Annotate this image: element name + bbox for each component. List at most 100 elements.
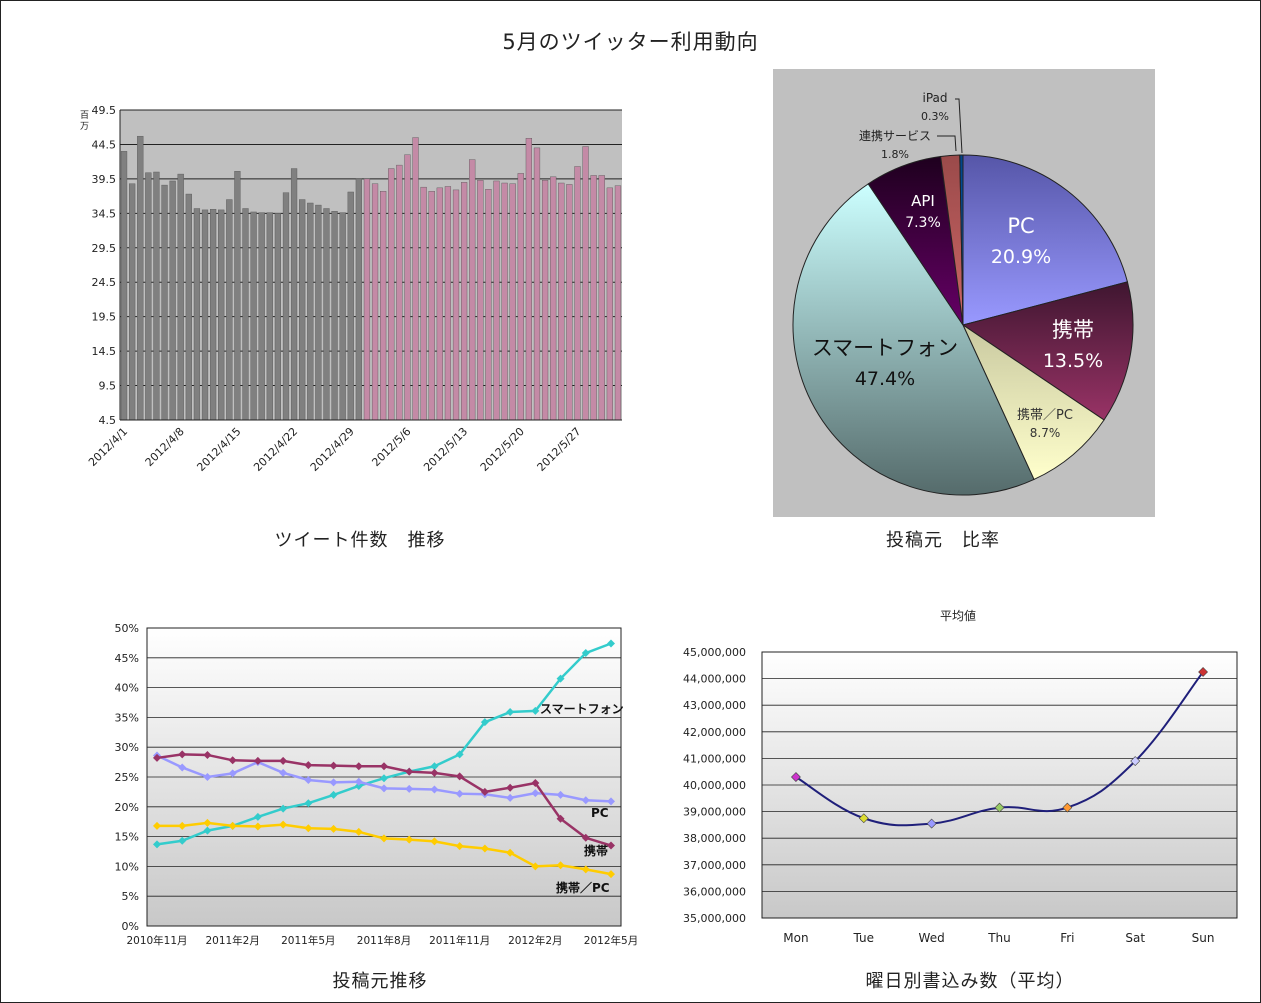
chart-title: 平均値	[940, 608, 976, 623]
bar	[558, 182, 565, 421]
data-point	[581, 649, 590, 658]
data-point	[607, 797, 615, 806]
bar	[469, 159, 476, 421]
bar	[153, 171, 160, 421]
data-point	[304, 761, 313, 770]
x-tick-label: 2010年11月	[126, 934, 187, 947]
series-label: PC	[591, 806, 609, 820]
data-point	[203, 818, 212, 827]
x-tick-label: 2011年8月	[357, 934, 411, 947]
bar	[185, 193, 192, 421]
data-point	[279, 756, 288, 765]
y-tick-label: 9.5	[99, 380, 117, 393]
bar	[582, 146, 589, 421]
data-point	[556, 674, 565, 683]
x-tick-label: 2011年11月	[429, 934, 490, 947]
data-point	[380, 834, 388, 843]
y-tick-label: 35%	[115, 711, 139, 724]
bar	[493, 180, 500, 421]
bar	[331, 211, 338, 421]
source-ratio-caption: 投稿元 比率	[886, 530, 1000, 551]
x-tick-label: 2012/4/15	[194, 425, 243, 474]
data-point	[329, 824, 338, 833]
x-tick-label: 2012/5/6	[369, 425, 413, 469]
bar	[501, 182, 508, 421]
bar	[347, 191, 354, 421]
data-point	[153, 753, 161, 762]
data-point	[480, 718, 489, 727]
x-tick-label: Sat	[1125, 931, 1145, 945]
y-tick-label: 50%	[115, 622, 139, 635]
bar	[525, 138, 533, 421]
data-point	[607, 841, 615, 850]
data-point	[455, 842, 464, 851]
pie-slice	[959, 154, 964, 326]
x-tick-label: 2012/5/13	[421, 425, 470, 474]
data-point	[455, 789, 464, 798]
y-tick-label: 44,000,000	[683, 673, 746, 686]
source-trend-caption: 投稿元推移	[332, 971, 428, 992]
pie-slice	[961, 281, 1134, 421]
data-point	[858, 813, 869, 824]
y-tick-label: 39,000,000	[683, 806, 746, 819]
data-point	[253, 756, 262, 765]
data-point	[556, 814, 565, 823]
data-point	[329, 761, 338, 770]
data-point	[531, 778, 540, 787]
data-point	[506, 708, 515, 717]
y-tick-label: 25%	[115, 771, 139, 784]
data-point	[430, 762, 439, 771]
x-tick-label: 2012/5/27	[535, 425, 584, 474]
bar	[120, 151, 128, 421]
pie-label-value: 1.8%	[881, 148, 909, 161]
bar	[315, 204, 322, 421]
data-point	[228, 821, 237, 830]
pie-label-value: 7.3%	[905, 215, 941, 231]
x-tick-label: 2012/4/1	[86, 425, 130, 469]
data-point	[994, 802, 1005, 813]
data-point	[430, 768, 439, 777]
pie-slice	[961, 323, 1105, 481]
bar	[380, 191, 387, 421]
data-point	[178, 836, 187, 845]
data-point	[304, 775, 313, 784]
data-point	[581, 796, 590, 805]
y-tick-label: 14.5	[92, 345, 117, 358]
bar	[614, 185, 622, 421]
data-point	[506, 793, 515, 802]
y-tick-label: 44.5	[92, 138, 117, 151]
bar	[460, 182, 468, 421]
y-axis-unit: 百万	[80, 110, 89, 132]
bar	[193, 208, 201, 421]
bar	[209, 208, 217, 421]
data-point	[304, 824, 313, 833]
bar	[299, 199, 306, 421]
data-point	[531, 789, 540, 798]
bar	[436, 187, 443, 421]
leader-line	[955, 98, 963, 154]
pie-label-name: API	[911, 192, 935, 210]
bar	[307, 202, 314, 421]
x-tick-label: 2011年5月	[281, 934, 335, 947]
weekday-caption: 曜日別書込み数（平均）	[865, 971, 1075, 992]
bar	[509, 183, 516, 421]
leader-line	[937, 135, 957, 152]
source-trend-chart: 0% 5% 10% 15% 20% 25% 30% 35% 40% 45% 50% 2010年11月 2…	[115, 622, 639, 947]
x-tick-label: 2012/4/8	[143, 425, 187, 469]
data-point	[607, 870, 615, 879]
y-tick-label: 10%	[115, 860, 139, 873]
data-point	[581, 865, 590, 874]
series-label: 携帯	[584, 843, 608, 858]
bar	[323, 208, 330, 421]
data-point	[380, 774, 388, 783]
series-label: スマートフォン	[540, 702, 624, 716]
bar	[396, 164, 403, 421]
data-point	[791, 772, 801, 782]
x-tick-label: Thu	[987, 931, 1011, 945]
data-point	[556, 790, 565, 799]
bar	[404, 154, 411, 421]
bar	[218, 209, 225, 421]
data-point	[228, 756, 237, 765]
data-point	[203, 773, 212, 781]
tweet-count-caption: ツイート件数 推移	[274, 530, 446, 551]
